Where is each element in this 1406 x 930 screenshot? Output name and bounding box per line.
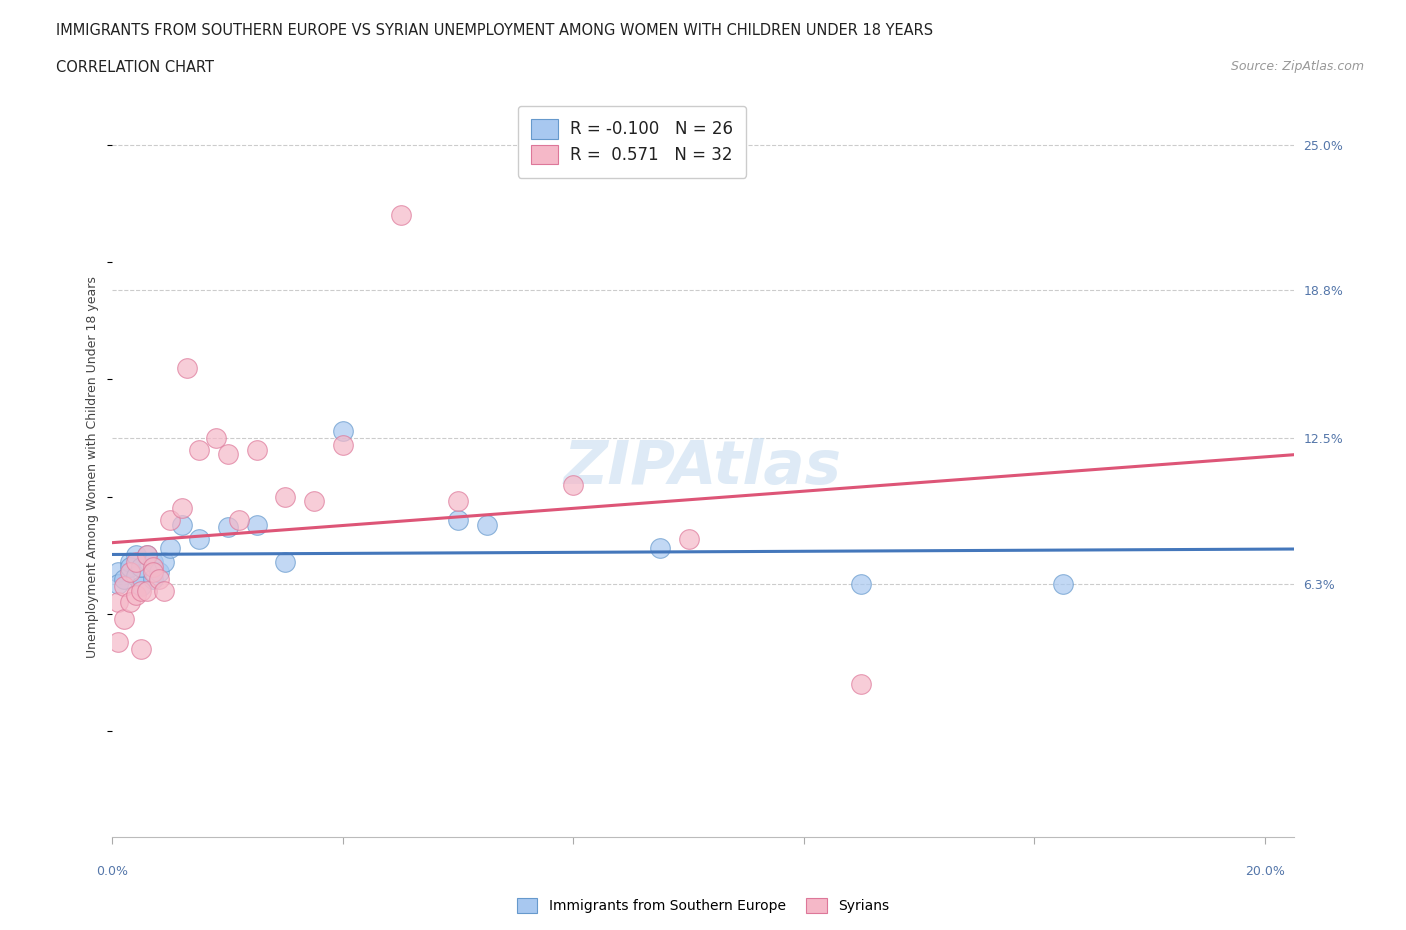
Point: [124, 555, 146, 570]
Point: [447, 494, 470, 509]
Point: [678, 531, 700, 546]
Point: [136, 548, 159, 563]
Point: [142, 571, 165, 586]
Point: [217, 520, 239, 535]
Legend: Immigrants from Southern Europe, Syrians: Immigrants from Southern Europe, Syrians: [510, 892, 896, 919]
Point: [159, 541, 181, 556]
Point: [153, 555, 176, 570]
Point: [205, 431, 228, 445]
Point: [142, 565, 165, 579]
Point: [187, 531, 209, 546]
Point: [176, 360, 198, 375]
Point: [142, 555, 165, 570]
Point: [153, 583, 176, 598]
Point: [851, 576, 873, 591]
Point: [648, 541, 671, 556]
Point: [562, 477, 585, 492]
Point: [124, 569, 146, 584]
Point: [274, 489, 297, 504]
Point: [112, 578, 135, 593]
Point: [112, 611, 135, 626]
Point: [118, 555, 141, 570]
Point: [1052, 576, 1074, 591]
Point: [447, 512, 470, 527]
Point: [159, 512, 181, 527]
Text: Source: ZipAtlas.com: Source: ZipAtlas.com: [1230, 60, 1364, 73]
Point: [228, 512, 250, 527]
Point: [302, 494, 325, 509]
Text: ZIPAtlas: ZIPAtlas: [564, 438, 842, 497]
Point: [187, 443, 209, 458]
Point: [107, 576, 129, 591]
Point: [136, 548, 159, 563]
Text: CORRELATION CHART: CORRELATION CHART: [56, 60, 214, 75]
Point: [475, 517, 498, 532]
Point: [124, 548, 146, 563]
Point: [170, 501, 193, 516]
Point: [118, 565, 141, 579]
Point: [118, 595, 141, 610]
Point: [107, 565, 129, 579]
Point: [107, 595, 129, 610]
Point: [129, 560, 152, 575]
Point: [245, 517, 267, 532]
Point: [217, 447, 239, 462]
Point: [112, 571, 135, 586]
Point: [851, 677, 873, 692]
Point: [107, 635, 129, 650]
Point: [142, 560, 165, 575]
Y-axis label: Unemployment Among Women with Children Under 18 years: Unemployment Among Women with Children U…: [86, 276, 100, 658]
Point: [129, 578, 152, 593]
Point: [274, 555, 297, 570]
Text: 20.0%: 20.0%: [1244, 865, 1285, 878]
Point: [148, 565, 170, 579]
Text: IMMIGRANTS FROM SOUTHERN EUROPE VS SYRIAN UNEMPLOYMENT AMONG WOMEN WITH CHILDREN: IMMIGRANTS FROM SOUTHERN EUROPE VS SYRIA…: [56, 23, 934, 38]
Point: [129, 583, 152, 598]
Point: [118, 560, 141, 575]
Text: 0.0%: 0.0%: [97, 865, 128, 878]
Point: [136, 583, 159, 598]
Point: [245, 443, 267, 458]
Legend: R = -0.100   N = 26, R =  0.571   N = 32: R = -0.100 N = 26, R = 0.571 N = 32: [519, 106, 747, 178]
Point: [129, 642, 152, 657]
Point: [389, 207, 412, 222]
Point: [332, 423, 354, 438]
Point: [170, 517, 193, 532]
Point: [148, 571, 170, 586]
Point: [124, 588, 146, 603]
Point: [332, 438, 354, 453]
